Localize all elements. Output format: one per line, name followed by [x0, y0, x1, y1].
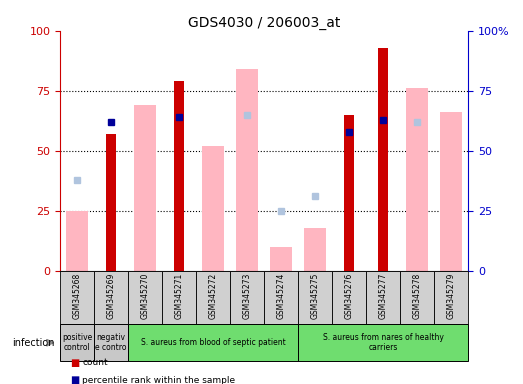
Bar [400, 271, 434, 324]
Text: count: count [82, 358, 108, 367]
Text: ■: ■ [71, 358, 80, 368]
Bar [162, 271, 196, 324]
Bar [134, 105, 156, 271]
Bar [270, 247, 292, 271]
Bar [128, 324, 298, 361]
Text: negativ
e contro: negativ e contro [95, 333, 127, 353]
Bar [66, 211, 88, 271]
Bar [304, 227, 326, 271]
Text: S. aureus from blood of septic patient: S. aureus from blood of septic patient [141, 338, 286, 347]
Bar [60, 324, 94, 361]
Text: GSM345271: GSM345271 [175, 272, 184, 319]
Bar [202, 146, 224, 271]
Text: positive
control: positive control [62, 333, 92, 353]
Bar [434, 271, 468, 324]
Bar [94, 271, 128, 324]
Text: GSM345272: GSM345272 [209, 272, 218, 319]
Text: GSM345274: GSM345274 [277, 272, 286, 319]
Text: S. aureus from nares of healthy
carriers: S. aureus from nares of healthy carriers [323, 333, 444, 353]
Text: GSM345270: GSM345270 [141, 272, 150, 319]
Bar [60, 271, 94, 324]
Text: GSM345269: GSM345269 [107, 272, 116, 319]
Bar [196, 271, 230, 324]
Bar [230, 271, 264, 324]
Text: GSM345276: GSM345276 [345, 272, 354, 319]
Text: infection: infection [13, 338, 55, 348]
Bar [332, 271, 366, 324]
Bar [378, 48, 388, 271]
Text: GSM345279: GSM345279 [447, 272, 456, 319]
Bar [366, 271, 400, 324]
Text: GSM345268: GSM345268 [73, 272, 82, 319]
Title: GDS4030 / 206003_at: GDS4030 / 206003_at [188, 16, 340, 30]
Bar [298, 271, 332, 324]
Bar [298, 324, 468, 361]
Text: GSM345275: GSM345275 [311, 272, 320, 319]
Bar [106, 134, 116, 271]
Bar [128, 271, 162, 324]
Bar [264, 271, 298, 324]
Bar [94, 324, 128, 361]
Bar [236, 69, 258, 271]
Bar [344, 115, 354, 271]
Text: ■: ■ [71, 375, 80, 384]
Bar [406, 88, 428, 271]
Text: GSM345277: GSM345277 [379, 272, 388, 319]
Bar [174, 81, 184, 271]
Text: percentile rank within the sample: percentile rank within the sample [82, 376, 235, 384]
Text: GSM345278: GSM345278 [413, 272, 422, 319]
Bar [440, 112, 462, 271]
Text: GSM345273: GSM345273 [243, 272, 252, 319]
